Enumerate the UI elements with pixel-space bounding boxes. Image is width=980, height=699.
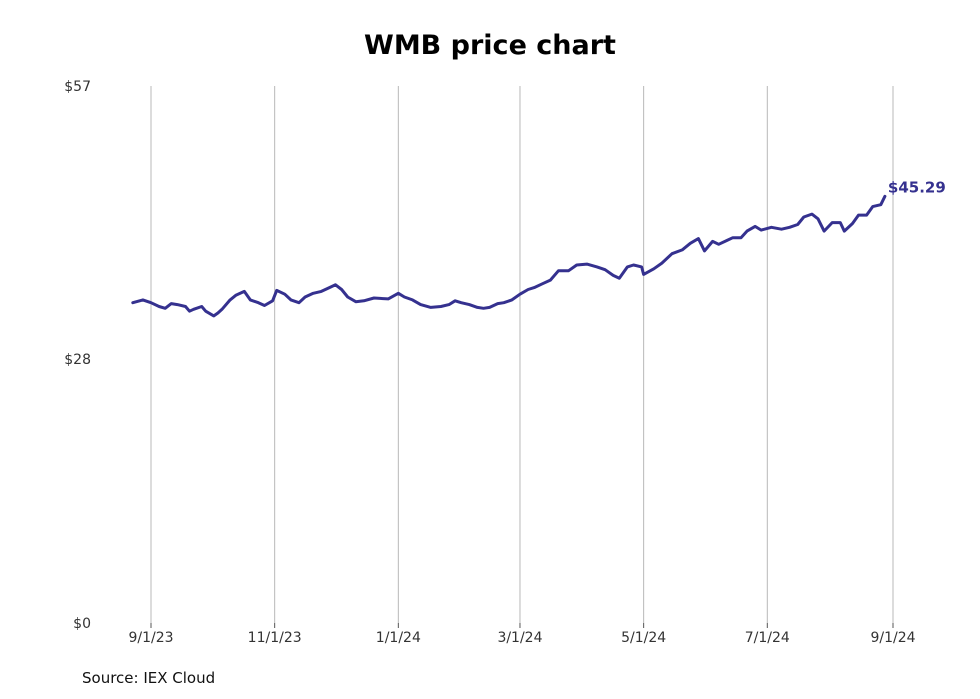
y-tick-label-2: $57 (64, 79, 91, 95)
x-tick-label-0: 9/1/23 (128, 630, 173, 646)
x-tick-label-5: 7/1/24 (745, 630, 790, 646)
x-tick-label-4: 5/1/24 (621, 630, 666, 646)
x-axis-ticks: 9/1/23 11/1/23 1/1/24 3/1/24 5/1/24 7/1/24 9/1… (128, 623, 916, 646)
chart-title: WMB price chart (364, 30, 616, 61)
grid-lines (150, 86, 894, 623)
x-tick-label-6: 9/1/24 (870, 630, 915, 646)
x-tick-label-3: 3/1/24 (497, 630, 542, 646)
x-tick-label-1: 11/1/23 (248, 630, 302, 646)
y-tick-label-0: $0 (73, 616, 91, 632)
y-axis-ticks: $0 $28 $57 (64, 79, 91, 632)
y-tick-label-1: $28 (64, 352, 91, 368)
price-line (131, 194, 887, 318)
x-tick-label-2: 1/1/24 (376, 630, 421, 646)
last-price-label: $45.29 (888, 178, 946, 196)
source-note: Source: IEX Cloud (82, 669, 216, 687)
